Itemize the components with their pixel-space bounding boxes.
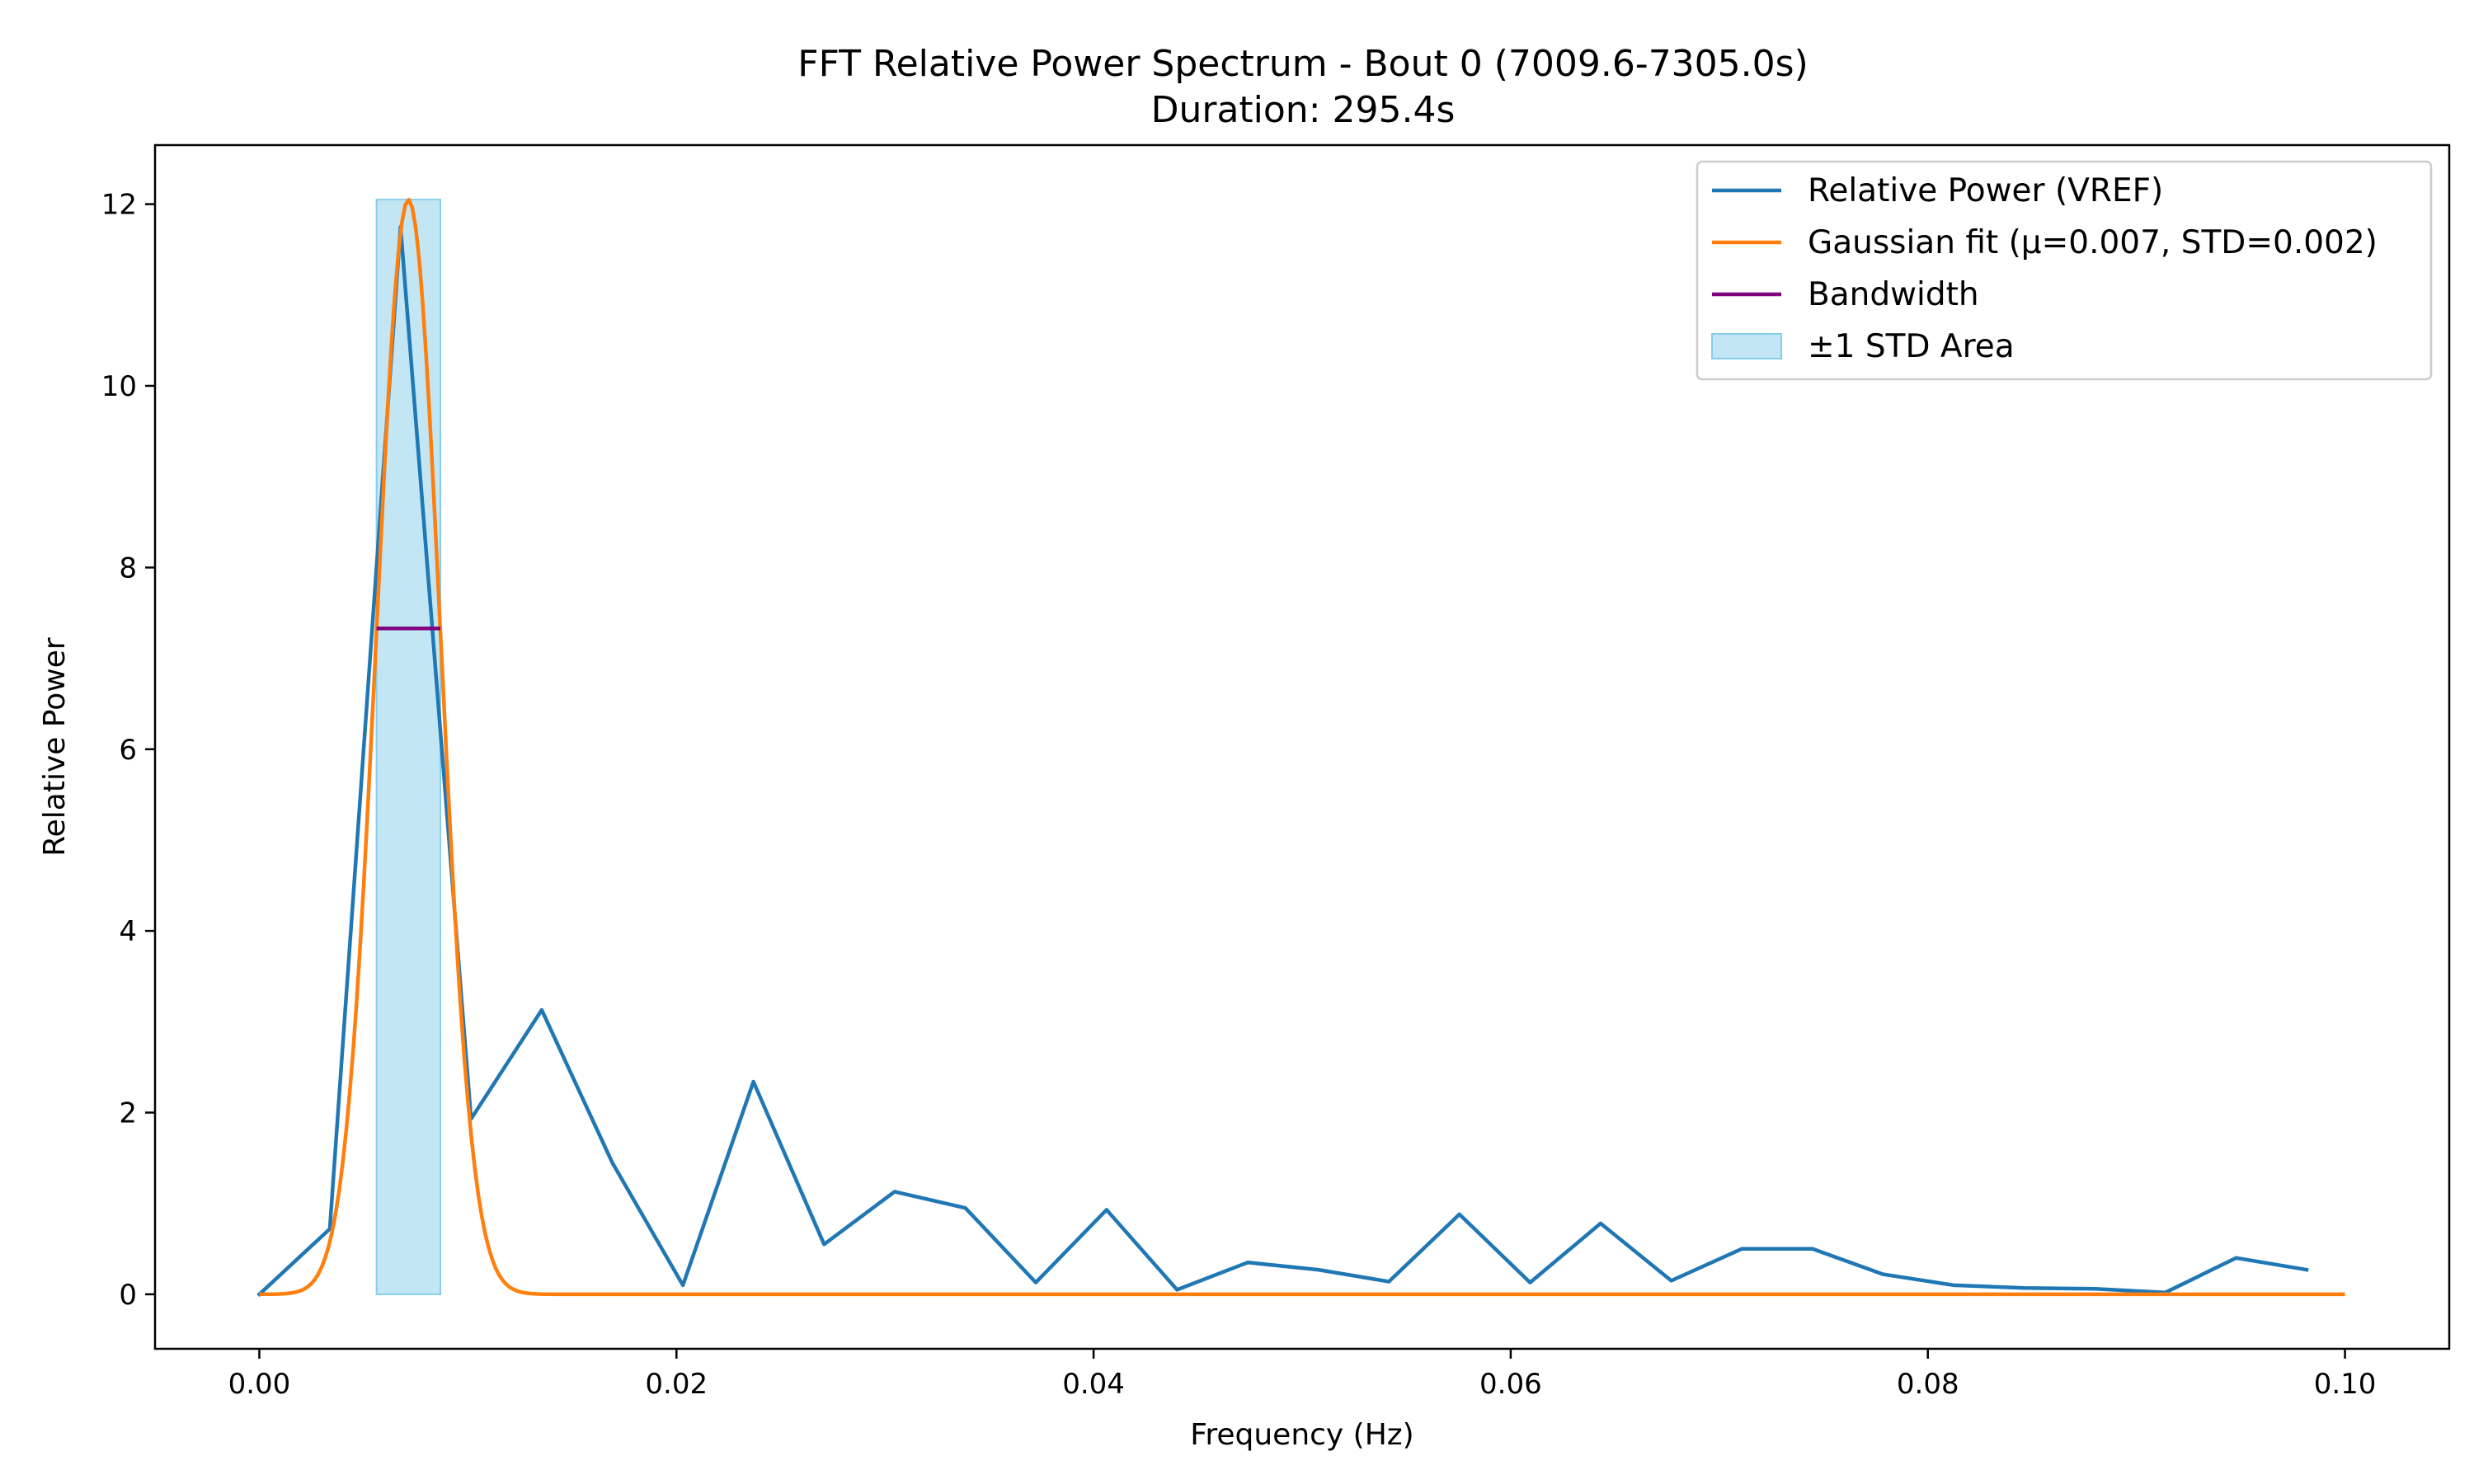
gaussian-fit-curve — [259, 197, 2345, 1297]
chart-title: FFT Relative Power Spectrum - Bout 0 (70… — [797, 43, 1808, 85]
x-tick-label: 0.02 — [645, 1368, 708, 1401]
std-area-fill — [375, 199, 441, 1295]
legend-swatch-std-area — [1711, 333, 1782, 359]
y-tick-label: 4 — [119, 915, 137, 948]
y-tick-label: 6 — [119, 734, 137, 767]
y-tick-label: 0 — [119, 1279, 137, 1312]
legend-label-relative-power: Relative Power (VREF) — [1808, 172, 2163, 209]
relative-power-line — [256, 224, 2309, 1298]
y-tick-label: 2 — [119, 1097, 137, 1130]
plot-frame — [153, 143, 2451, 1350]
plot-area — [256, 197, 2345, 1298]
legend-frame — [1696, 160, 2433, 381]
y-tick-label: 10 — [101, 370, 137, 403]
y-axis: 0 2 4 6 8 10 12 — [101, 189, 155, 1312]
x-tick-label: 0.00 — [228, 1368, 291, 1401]
chart-subtitle: Duration: 295.4s — [1151, 89, 1456, 131]
y-axis-label: Relative Power — [38, 637, 72, 857]
x-tick-label: 0.10 — [2314, 1368, 2377, 1401]
x-tick-label: 0.08 — [1897, 1368, 1959, 1401]
x-tick-label: 0.06 — [1479, 1368, 1542, 1401]
x-tick-label: 0.04 — [1062, 1368, 1125, 1401]
y-tick-label: 8 — [119, 552, 137, 585]
legend: Relative Power (VREF) Gaussian fit (μ=0.… — [1696, 160, 2433, 381]
x-axis-label: Frequency (Hz) — [1190, 1418, 1413, 1452]
x-axis: 0.00 0.02 0.04 0.06 0.08 0.10 — [228, 1349, 2377, 1401]
legend-label-bandwidth: Bandwidth — [1808, 276, 1979, 313]
y-tick-label: 12 — [101, 189, 137, 222]
legend-label-gaussian-fit: Gaussian fit (μ=0.007, STD=0.002) — [1808, 224, 2378, 261]
legend-label-std-area: ±1 STD Area — [1808, 328, 2015, 365]
